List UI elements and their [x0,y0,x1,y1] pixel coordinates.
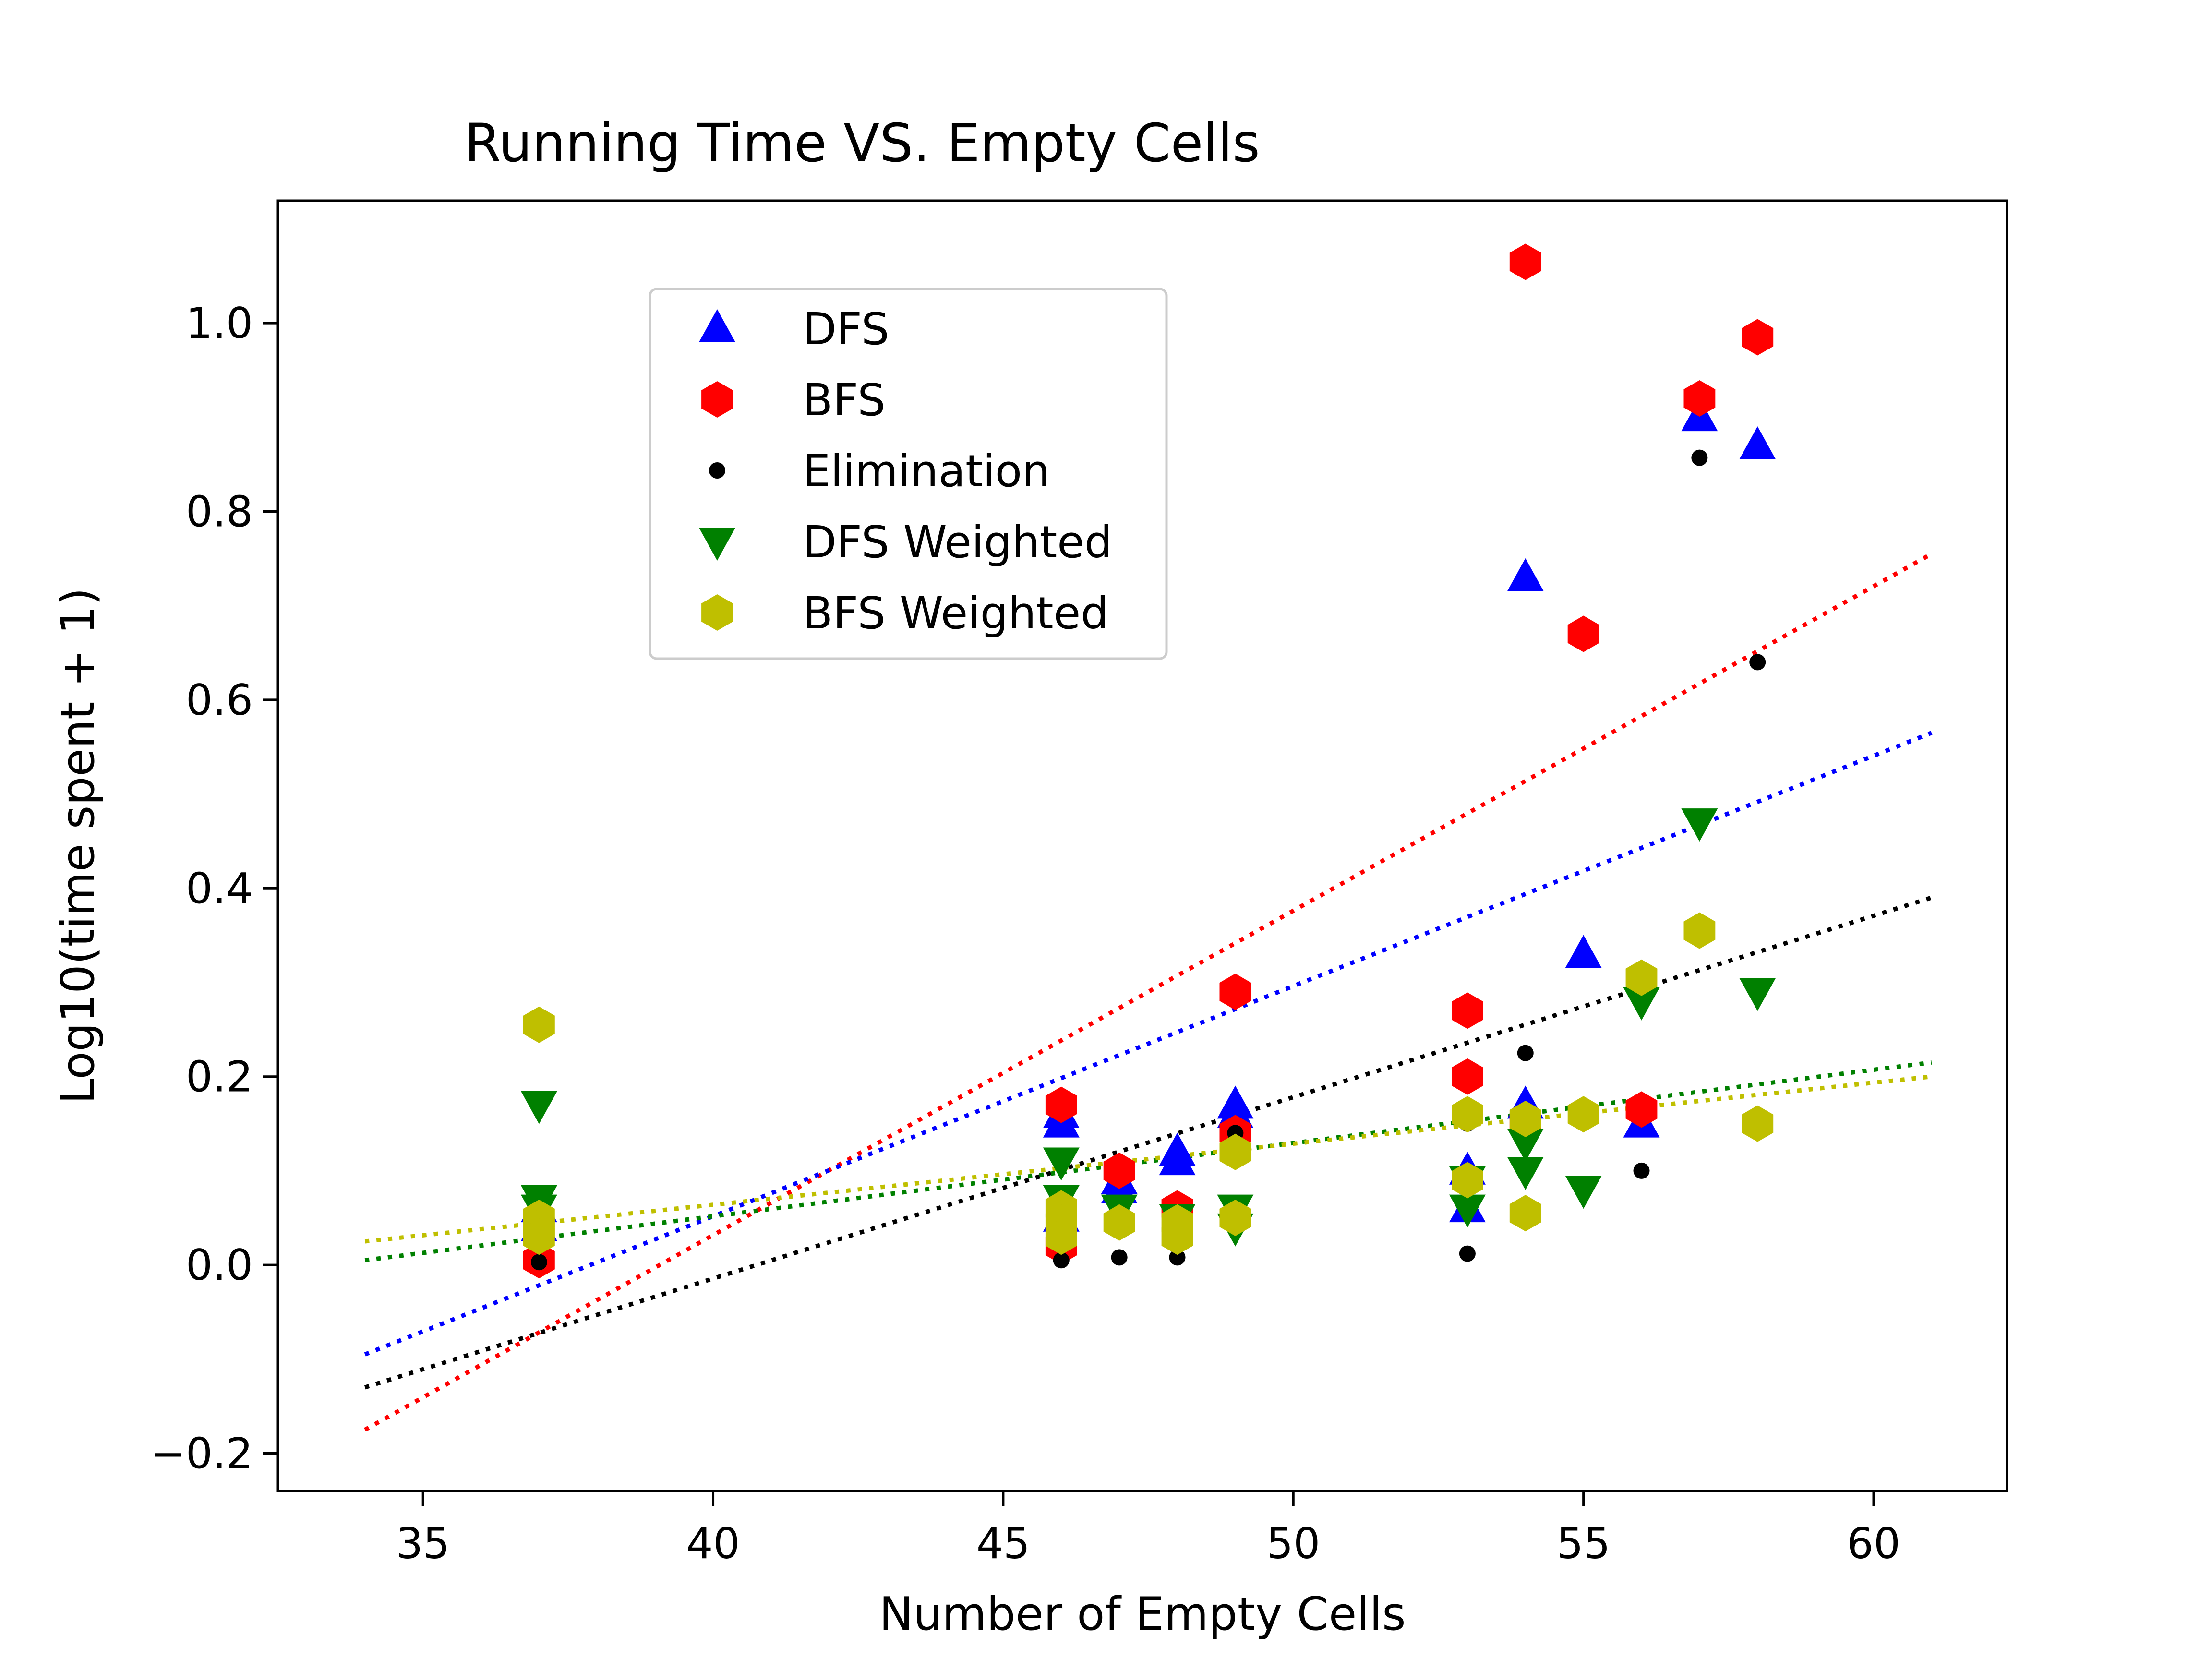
legend-marker-bfs-weighted [701,594,733,631]
y-axis-label: Log10(time spent + 1) [52,588,105,1104]
point-bfs [1103,1152,1135,1189]
legend-label-elimination: Elimination [803,445,1050,497]
point-dfs-weighted [1623,987,1660,1021]
legend-label-bfs: BFS [803,374,886,426]
y-tick-label: 0.8 [186,487,253,536]
legend-marker-bfs [701,381,733,418]
plot-frame [276,199,2008,1492]
point-bfs [1219,974,1251,1010]
point-elimination [1749,654,1766,671]
point-dfs [1739,426,1776,459]
legend-marker-dfs [699,309,735,342]
point-elimination [530,1254,547,1271]
point-dfs-weighted [1681,808,1718,842]
point-bfs [1625,1091,1658,1128]
point-dfs [1159,1132,1196,1166]
point-bfs-weighted [523,1006,555,1043]
legend-label-bfs-weighted: BFS Weighted [803,588,1109,639]
point-dfs-weighted [520,1091,557,1124]
y-tick-label: −0.2 [150,1429,253,1479]
chart-title: Running Time VS. Empty Cells [464,112,1260,174]
point-dfs-weighted [1507,1157,1544,1190]
point-bfs-weighted [1625,959,1658,996]
point-bfs-weighted [1452,1162,1483,1199]
point-bfs-weighted [1509,1101,1541,1137]
point-bfs [1509,243,1541,280]
point-bfs [1567,615,1599,652]
legend-label-dfs: DFS [803,303,890,355]
point-bfs-weighted [1219,1133,1251,1170]
point-bfs-weighted [1045,1218,1077,1255]
y-axis-ticks: −0.2 0.0 0.2 0.4 0.6 0.8 1.0 [150,299,278,1479]
point-bfs-weighted [1219,1200,1251,1236]
point-dfs-weighted [1043,1147,1080,1181]
trendline-3 [364,1060,1932,1262]
trendlines [364,552,1933,1432]
x-axis-ticks: 35 40 45 50 55 60 [396,1491,1900,1568]
point-dfs-weighted [1565,1176,1602,1209]
point-elimination [1691,449,1708,466]
point-dfs-weighted [1507,1129,1544,1162]
point-elimination [1111,1249,1128,1266]
legend-entries: DFS BFS Elimination DFS Weighted BFS Weighte… [699,303,1112,639]
point-bfs-weighted [1742,1105,1774,1142]
point-elimination [1053,1252,1070,1269]
x-axis-label: Number of Empty Cells [879,1588,1406,1641]
trendline-1 [364,731,1933,1357]
x-tick-label: 40 [686,1519,740,1568]
y-tick-label: 0.2 [186,1052,253,1102]
legend-box [649,288,1168,660]
legend: DFS BFS Elimination DFS Weighted BFS Weighte… [649,288,1168,660]
point-bfs-weighted [1567,1096,1599,1133]
point-bfs-weighted [1509,1195,1541,1232]
point-dfs-weighted [1739,978,1776,1011]
point-bfs [1452,992,1483,1029]
point-elimination [1169,1249,1186,1266]
point-dfs-weighted [1449,1194,1486,1228]
point-bfs-weighted [523,1218,555,1255]
y-tick-label: 0.4 [186,864,253,913]
x-tick-label: 55 [1557,1519,1611,1568]
trendline-4 [364,1074,1932,1244]
point-elimination [1633,1162,1650,1179]
point-bfs-weighted [1683,912,1716,949]
point-bfs [1683,380,1716,417]
x-tick-label: 35 [396,1519,450,1568]
point-bfs [1045,1086,1077,1123]
y-tick-label: 0.6 [186,675,253,725]
data-points [520,243,1776,1279]
point-bfs-weighted [1161,1204,1193,1241]
x-tick-label: 45 [976,1519,1030,1568]
point-bfs-weighted [1103,1204,1135,1241]
point-elimination [1459,1245,1476,1262]
point-bfs-weighted [1452,1096,1483,1133]
point-bfs [1452,1058,1483,1095]
y-tick-label: 0.0 [186,1240,253,1290]
legend-label-dfs-weighted: DFS Weighted [803,517,1112,568]
y-tick-label: 1.0 [186,299,253,348]
point-elimination [1517,1045,1534,1061]
point-dfs [1565,935,1602,968]
point-dfs [1217,1095,1254,1128]
point-dfs [1507,558,1544,591]
x-tick-label: 60 [1847,1519,1900,1568]
legend-marker-elimination [709,462,725,479]
point-bfs [1742,319,1774,356]
x-tick-label: 50 [1266,1519,1320,1568]
legend-marker-dfs-weighted [699,528,735,561]
trendline-2 [364,895,1933,1390]
